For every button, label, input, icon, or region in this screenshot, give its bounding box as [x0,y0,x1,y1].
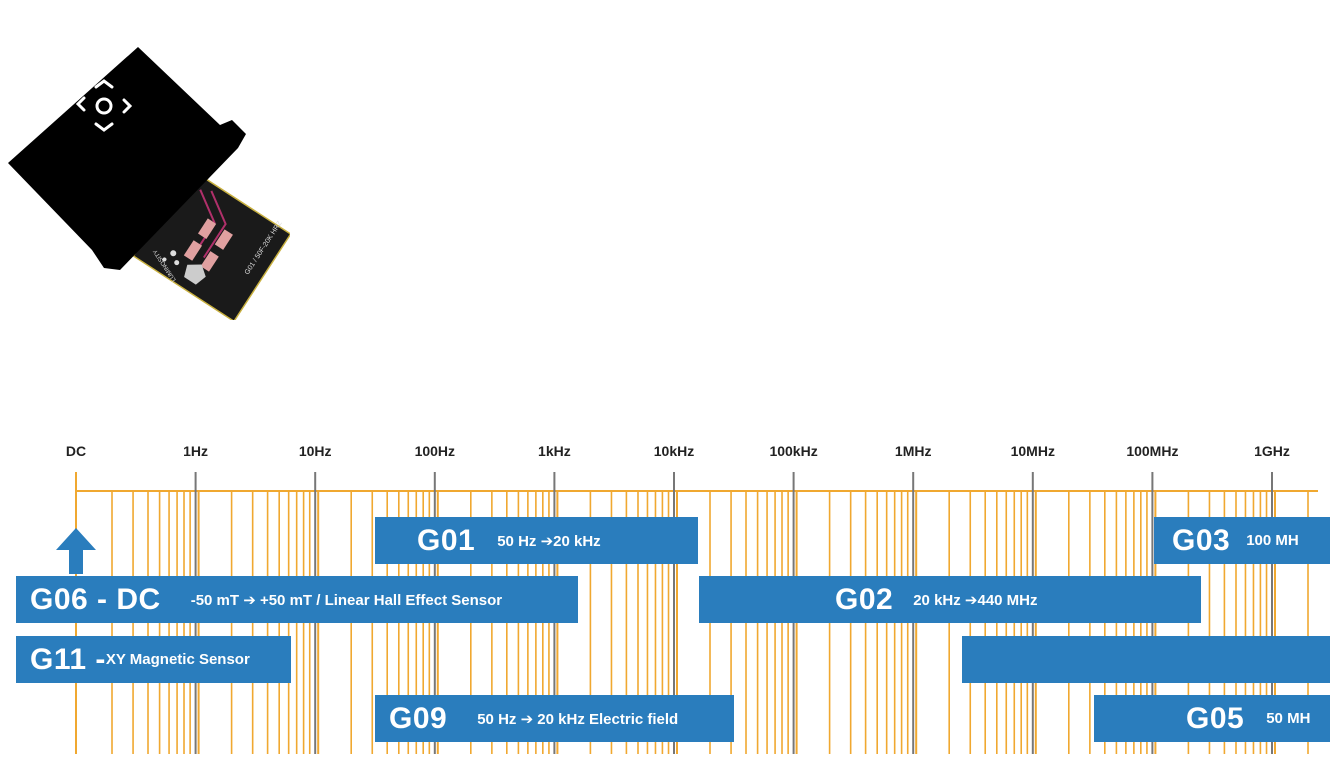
band-code: G06 - DC [30,582,161,616]
band-unlabeled [962,636,1330,683]
band-description: -50 mT ➔ +50 mT / Linear Hall Effect Sen… [190,591,503,609]
band-g01: G01 50 Hz ➔20 kHz [375,517,698,564]
band-g03: G03 100 MH [1154,517,1330,564]
band-g05: G05 50 MH [1094,695,1330,742]
band-g09: G09 50 Hz ➔ 20 kHz Electric field [375,695,734,742]
band-description: 50 Hz ➔ 20 kHz Electric field [477,710,679,728]
band-description: 100 MH [1246,532,1299,549]
tick-label: 100Hz [415,443,455,459]
tick-label: 1GHz [1254,443,1290,459]
band-g02: G02 20 kHz ➔440 MHz [699,576,1201,623]
band-code: G11 - [30,642,106,676]
band-description: 20 kHz ➔440 MHz [913,591,1038,609]
band-code: G09 [389,701,448,735]
direction-icon [75,79,133,132]
tick-label: DC [66,443,86,459]
band-code: G02 [835,582,894,616]
dc-arrow-icon [56,528,96,574]
band-code: G05 [1186,701,1245,735]
band-code: G03 [1172,523,1231,557]
probe-housing [8,47,246,270]
tick-label: 1Hz [183,443,208,459]
tick-label: 10MHz [1011,443,1055,459]
tick-label: 1kHz [538,443,571,459]
frequency-chart: DC 1Hz 10Hz 100Hz 1kHz 10kHz 100kHz 1MHz 10MHz 10… [0,430,1330,771]
band-g06: G06 - DC -50 mT ➔ +50 mT / Linear Hall Ef… [16,576,578,623]
tick-label: 100MHz [1126,443,1178,459]
probe-illustration: G01 / 50F-20K HRZ LUMINOSITY [8,47,290,320]
band-description: XY Magnetic Sensor [105,651,250,668]
band-g11: G11 - XY Magnetic Sensor [16,636,291,683]
band-description: 50 Hz ➔20 kHz [497,532,601,550]
band-code: G01 [417,523,476,557]
tick-label: 1MHz [895,443,932,459]
tick-label: 10kHz [654,443,694,459]
tick-label: 100kHz [769,443,817,459]
band-description: 50 MH [1266,710,1311,727]
tick-label: 10Hz [299,443,332,459]
